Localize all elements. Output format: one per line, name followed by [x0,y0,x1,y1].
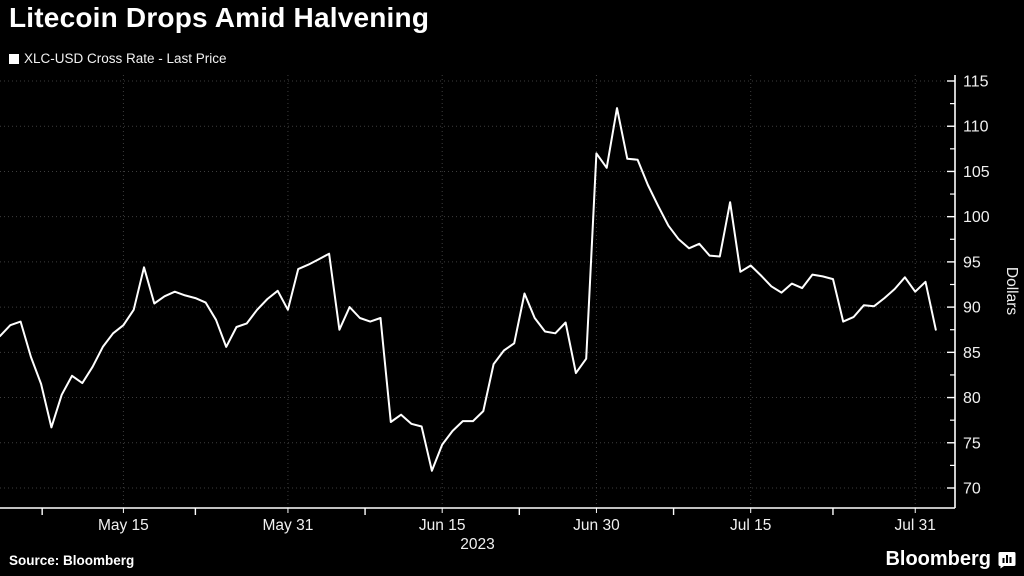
price-line [0,107,937,472]
x-tick-label: Jul 15 [730,517,771,534]
y-axis-title: Dollars [1003,267,1020,315]
chart-title: Litecoin Drops Amid Halvening [9,2,430,33]
legend-label: XLC-USD Cross Rate - Last Price [24,51,227,66]
y-axis-ticks [947,80,955,489]
vertical-gridlines [122,75,916,508]
bloomberg-brand: Bloomberg [885,548,1016,571]
y-tick-label: 95 [963,254,981,271]
y-tick-label: 75 [963,435,981,452]
x-tick-label: May 31 [263,517,314,534]
x-tick-label: Jun 15 [419,517,466,534]
y-tick-label: 70 [963,481,981,498]
source-attribution: Source: Bloomberg [9,553,135,568]
y-tick-label: 115 [963,74,989,91]
horizontal-gridlines [0,80,955,489]
x-tick-label: Jul 31 [895,517,936,534]
legend-square-marker-icon [9,53,19,64]
x-tick-label: May 15 [98,517,149,534]
y-tick-label: 105 [963,164,990,181]
y-tick-label: 85 [963,345,981,362]
y-tick-label: 90 [963,300,981,317]
y-tick-label: 100 [963,209,990,226]
y-tick-label: 80 [963,390,981,407]
bloomberg-wordmark: Bloomberg [885,548,991,570]
x-axis-year-label: 2023 [460,536,494,553]
y-tick-label: 110 [963,119,989,136]
x-tick-label: Jun 30 [573,517,620,534]
x-axis-ticks [41,508,916,515]
legend: XLC-USD Cross Rate - Last Price [9,51,227,66]
bar-chart-speech-bubble-icon [998,551,1016,568]
